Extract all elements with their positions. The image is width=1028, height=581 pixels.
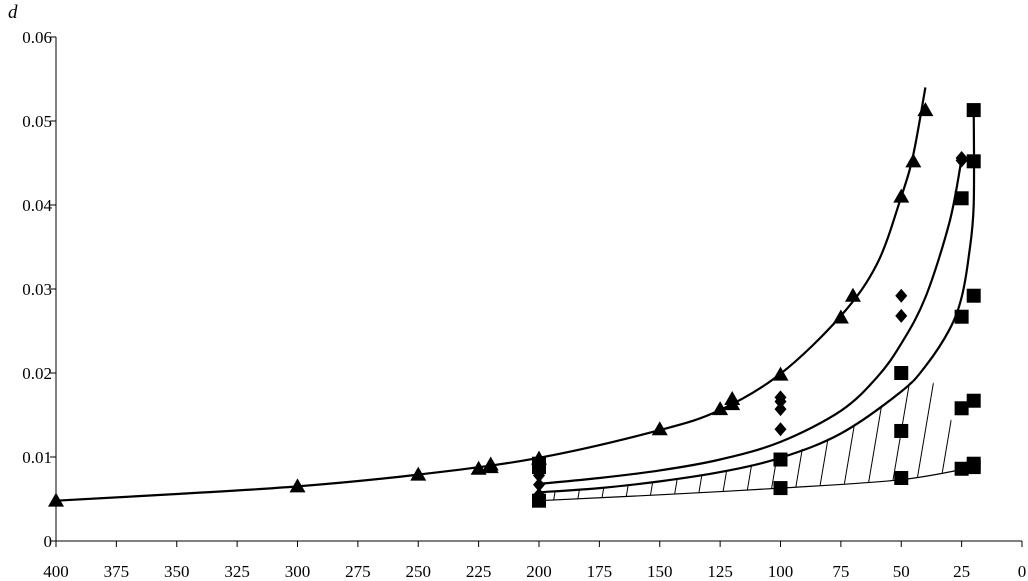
hatch-line [503,314,537,516]
square-point [966,456,981,471]
x-tick-label: 25 [953,562,970,581]
square-point [773,452,788,467]
square-point [954,461,969,476]
x-tick-label: 175 [587,562,613,581]
x-tick-label: 0 [1018,562,1027,581]
triangle-point [905,153,922,168]
square-point [966,288,981,303]
triangle-point [651,421,668,436]
triangle-point [772,366,789,381]
square-point [894,423,909,438]
lower-boundary-curve [538,466,974,502]
diamond-series-curve [538,158,963,485]
x-tick-label: 325 [224,562,250,581]
x-tick-label: 100 [768,562,794,581]
square-point [954,401,969,416]
x-tick-label: 375 [104,562,130,581]
x-tick-label: 250 [406,562,432,581]
y-tick-label: 0.02 [22,364,52,383]
y-tick-label: 0.01 [22,448,52,467]
triangle-point [724,391,741,406]
square-point [954,309,969,324]
diamond-point [774,422,787,437]
x-tick-label: 125 [707,562,733,581]
triangle-point [844,287,861,302]
y-tick-label: 0.06 [22,28,52,47]
y-tick-label: 0.04 [22,196,52,215]
x-tick-label: 200 [526,562,552,581]
hatch-line [983,314,1017,516]
diamond-point [895,308,908,323]
hatch-line [479,314,513,516]
triangle-point [893,188,910,203]
diamond-point [895,288,908,303]
diamond-point [774,402,787,417]
square-point [954,191,969,206]
diamond-point [955,150,968,165]
square-point [966,154,981,169]
x-tick-label: 275 [345,562,371,581]
hatch-line [574,366,610,501]
hatch-line [862,366,898,501]
triangle-point [289,478,306,493]
x-tick-label: 400 [43,562,69,581]
triangle-point [832,309,849,324]
x-tick-label: 50 [893,562,910,581]
hatched-region [479,314,1028,516]
square-point [894,366,909,380]
y-axis-ticks: 0 0.01 0.02 0.03 0.04 0.05 0.06 [22,28,56,551]
triangle-point [482,456,499,471]
triangle-point [48,492,64,507]
square-point [773,481,788,496]
diamond-point [774,390,787,405]
square-point [532,493,546,508]
fitted-curves [55,87,976,502]
triangle-point [917,102,934,117]
hatch-line [886,366,922,501]
y-tick-label: 0 [44,532,53,551]
x-tick-label: 300 [285,562,311,581]
triangle-point [470,460,487,475]
y-tick-label: 0.03 [22,280,52,299]
data-points [48,102,981,508]
hatch-line [1007,314,1028,516]
square-point [966,103,981,118]
x-tick-label: 225 [466,562,492,581]
x-axis-ticks: 400 375 350 325 300 275 250 225 200 175 150 125 100 7… [43,541,1026,581]
y-tick-label: 0.05 [22,112,52,131]
square-series-curve [538,104,976,494]
hatch-line [838,366,874,501]
x-tick-label: 150 [647,562,673,581]
square-point [894,471,909,485]
diamond-point [533,477,545,492]
x-tick-label: 75 [832,562,849,581]
square-point [966,393,981,408]
y-axis-title: d [8,2,18,23]
triangle-series-curve [55,87,927,502]
triangle-point [410,466,427,481]
triangle-point [712,401,729,416]
hatch-line [550,366,586,501]
x-tick-label: 350 [164,562,190,581]
square-point [532,456,546,471]
